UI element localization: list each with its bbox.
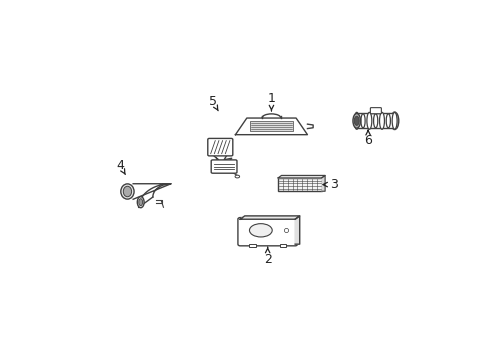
Ellipse shape xyxy=(360,114,365,128)
Polygon shape xyxy=(235,118,307,135)
Text: 3: 3 xyxy=(323,178,337,191)
Text: 6: 6 xyxy=(364,130,371,147)
Ellipse shape xyxy=(386,114,389,128)
FancyBboxPatch shape xyxy=(369,108,381,114)
Polygon shape xyxy=(295,216,299,244)
Ellipse shape xyxy=(352,113,360,128)
Polygon shape xyxy=(321,175,325,191)
Polygon shape xyxy=(356,113,394,129)
FancyBboxPatch shape xyxy=(211,160,237,173)
Ellipse shape xyxy=(235,175,239,178)
Ellipse shape xyxy=(121,184,134,199)
Polygon shape xyxy=(133,184,171,207)
Ellipse shape xyxy=(379,112,384,129)
Text: 4: 4 xyxy=(116,159,125,175)
FancyBboxPatch shape xyxy=(238,217,297,246)
Bar xyxy=(279,244,285,247)
Ellipse shape xyxy=(137,197,144,208)
Ellipse shape xyxy=(391,112,396,129)
Text: 2: 2 xyxy=(263,247,271,266)
Polygon shape xyxy=(278,175,325,178)
Text: 1: 1 xyxy=(267,92,275,111)
Text: 5: 5 xyxy=(208,95,218,111)
Ellipse shape xyxy=(139,199,142,206)
Ellipse shape xyxy=(373,114,377,128)
Bar xyxy=(249,121,292,131)
Bar xyxy=(278,178,321,191)
Ellipse shape xyxy=(353,116,359,125)
Ellipse shape xyxy=(249,224,272,237)
Ellipse shape xyxy=(389,112,398,130)
Bar xyxy=(249,244,255,247)
Ellipse shape xyxy=(123,186,131,197)
Ellipse shape xyxy=(366,112,371,129)
Ellipse shape xyxy=(353,112,359,129)
Polygon shape xyxy=(240,216,299,219)
FancyBboxPatch shape xyxy=(207,138,232,156)
